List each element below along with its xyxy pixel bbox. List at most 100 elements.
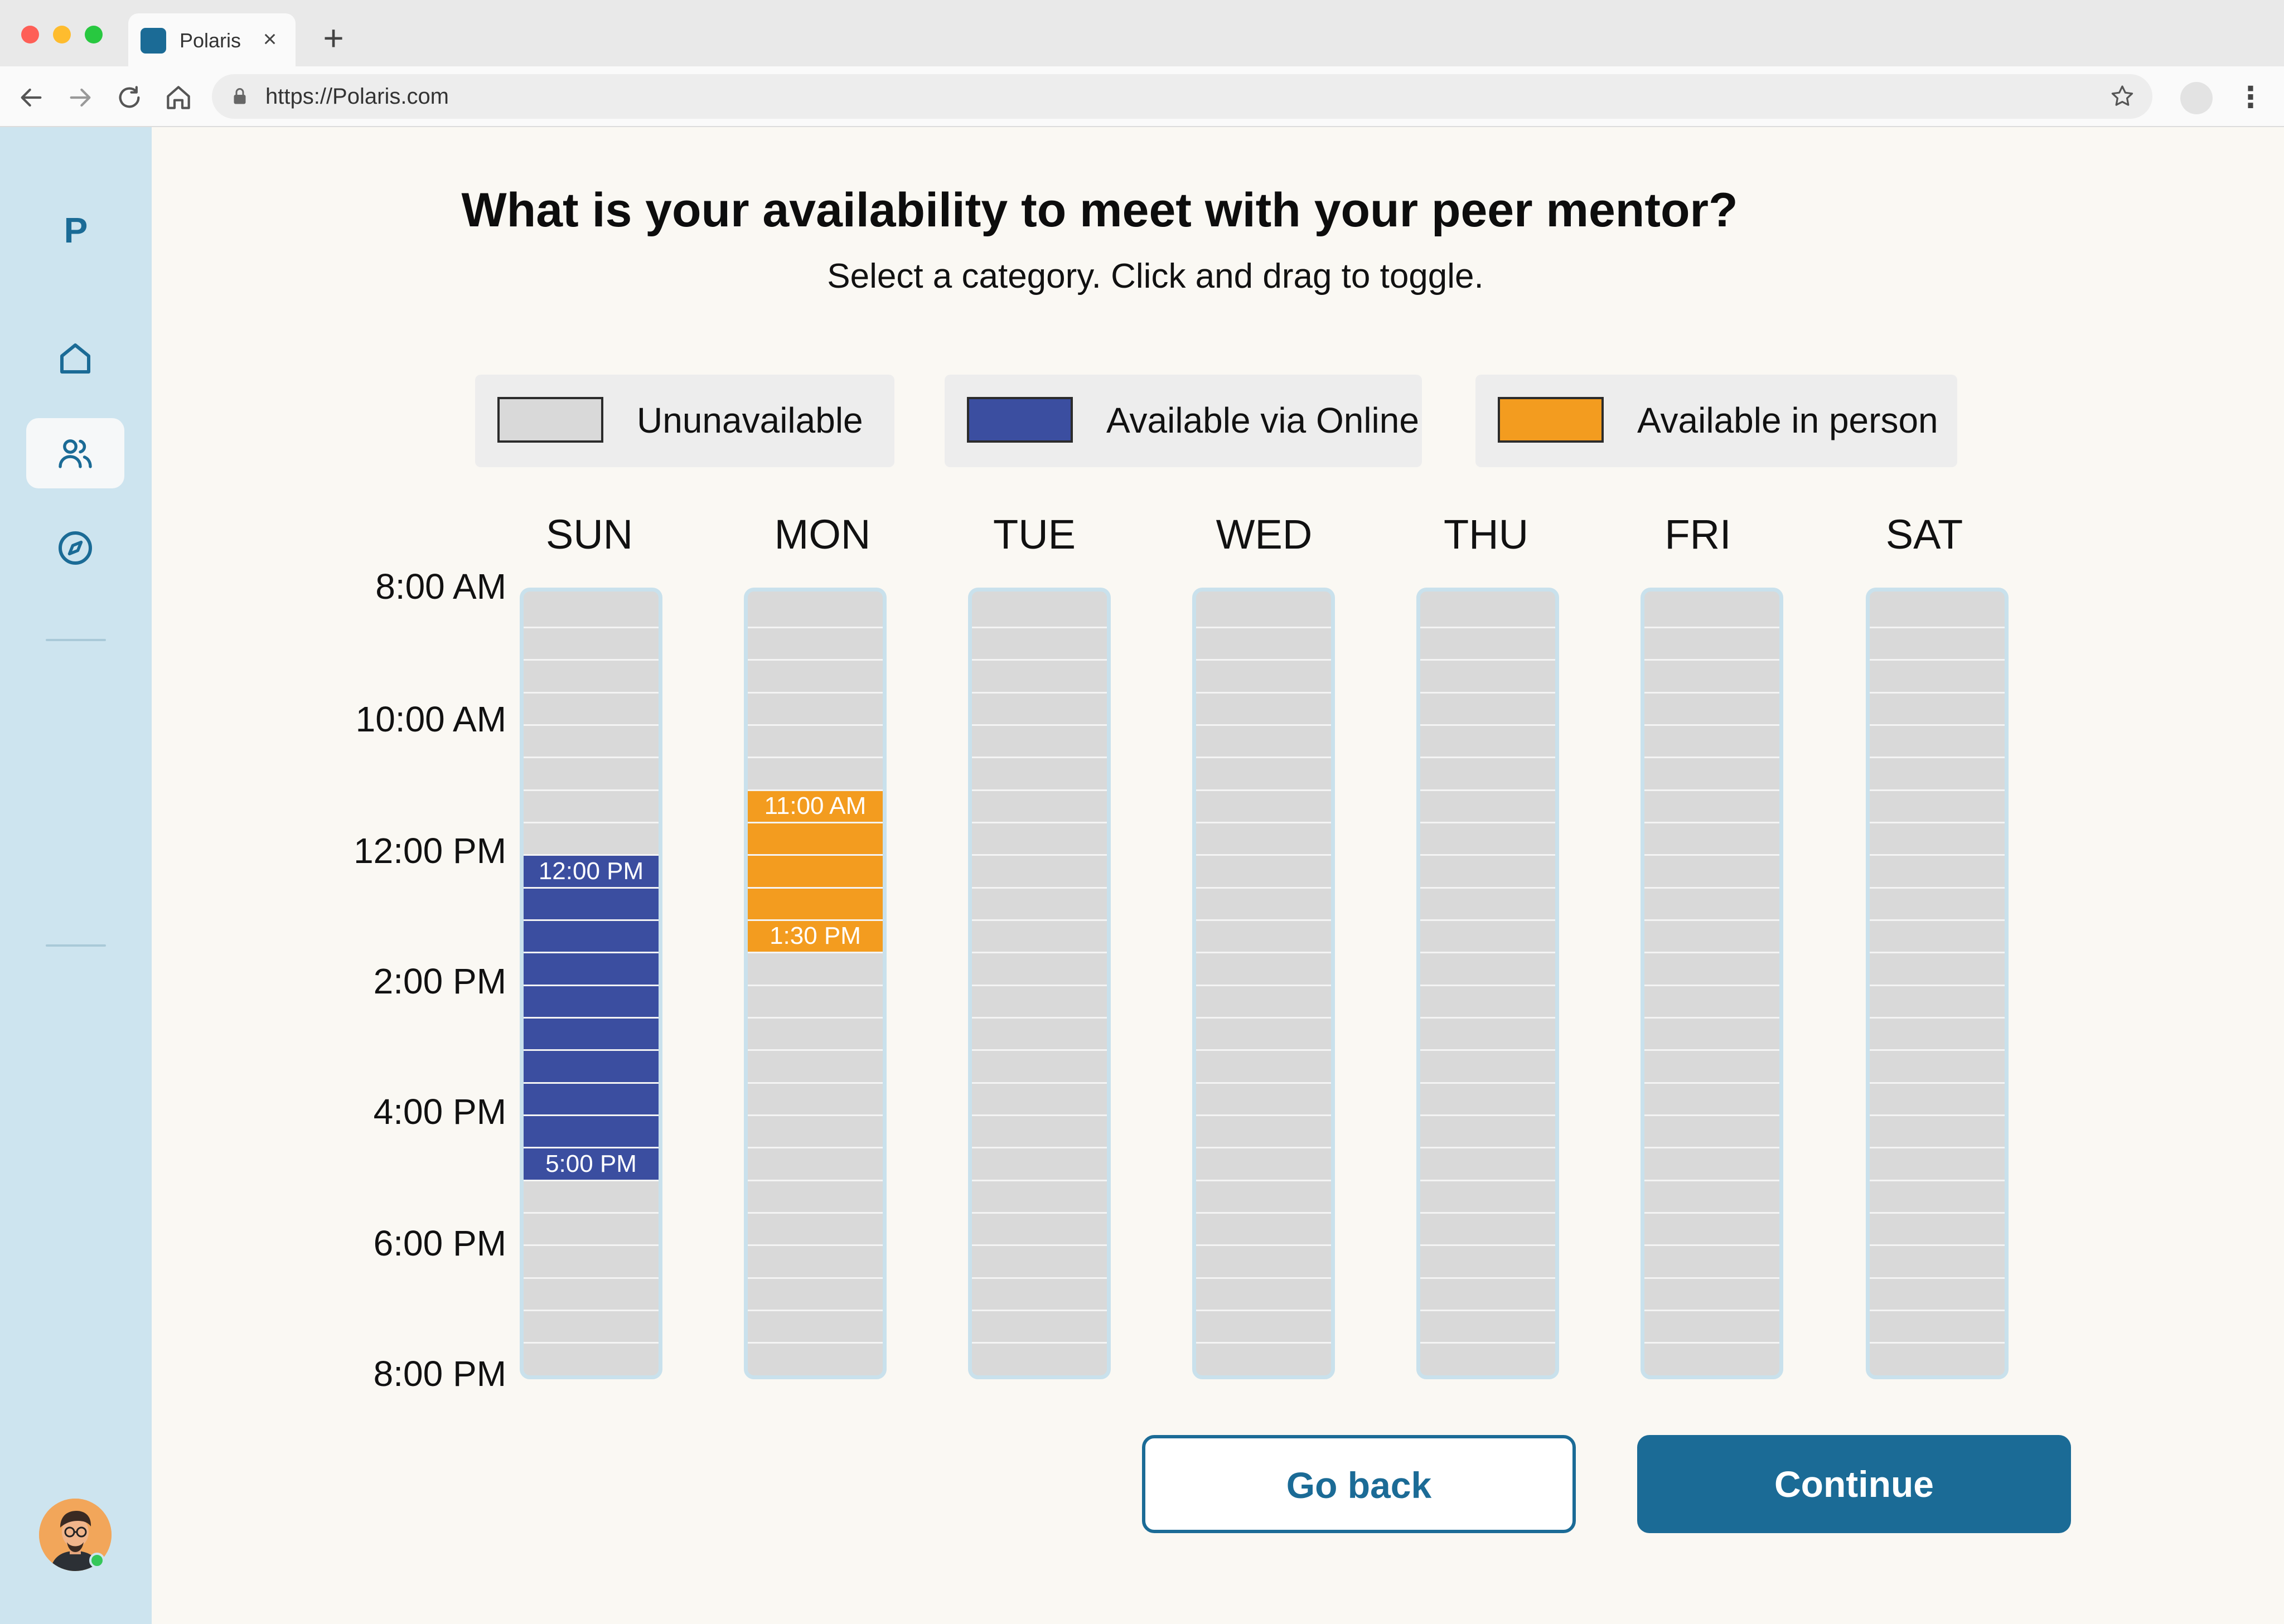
- time-slot-divider: [1644, 1309, 1779, 1311]
- back-arrow-icon[interactable]: [16, 82, 47, 113]
- time-slot-divider: [1196, 984, 1331, 986]
- day-column-tue[interactable]: [968, 588, 1111, 1379]
- time-slot-divider: [1644, 1082, 1779, 1084]
- browser-menu-icon[interactable]: ⋮: [2236, 81, 2265, 114]
- time-slot-divider: [1196, 952, 1331, 954]
- user-avatar[interactable]: [39, 1499, 112, 1571]
- time-slot-divider: [1644, 1277, 1779, 1279]
- time-slot-divider: [524, 854, 659, 856]
- time-slot-divider: [1870, 789, 2005, 791]
- day-header-wed: WED: [1216, 511, 1313, 558]
- time-slot-divider: [1196, 1049, 1331, 1051]
- brand-logo[interactable]: P: [64, 210, 88, 250]
- time-slot-divider: [1870, 1114, 2005, 1116]
- time-slot-divider: [1196, 626, 1331, 628]
- time-slot-divider: [1420, 984, 1555, 986]
- address-bar[interactable]: https://Polaris.com: [212, 74, 2152, 119]
- time-slot-divider: [1870, 626, 2005, 628]
- compass-icon: [59, 531, 92, 565]
- close-window-button[interactable]: [21, 26, 39, 43]
- browser-profile-button[interactable]: [2180, 82, 2213, 114]
- time-slot-divider: [1196, 691, 1331, 694]
- time-slot-divider: [972, 1147, 1107, 1149]
- time-slot-divider: [748, 1277, 883, 1279]
- time-slot-divider: [972, 691, 1107, 694]
- time-slot-divider: [1644, 1016, 1779, 1019]
- time-slot-divider: [972, 1244, 1107, 1247]
- time-slot-divider: [1420, 724, 1555, 726]
- time-slot-divider: [972, 919, 1107, 921]
- time-slot-divider: [524, 1211, 659, 1214]
- legend-swatch-unavailable: [497, 397, 603, 443]
- legend-in-person[interactable]: Available in person: [1475, 375, 1957, 467]
- day-column-fri[interactable]: [1641, 588, 1783, 1379]
- time-slot-divider: [748, 1049, 883, 1051]
- people-icon: [59, 439, 92, 468]
- time-slot-divider: [524, 1179, 659, 1181]
- time-slot-divider: [1870, 1309, 2005, 1311]
- online-status-dot: [89, 1553, 105, 1568]
- legend-label: Available via Online: [1106, 400, 1419, 440]
- time-slot-divider: [748, 1342, 883, 1344]
- time-slot-divider: [1196, 1244, 1331, 1247]
- go-back-button[interactable]: Go back: [1142, 1435, 1576, 1533]
- time-slot-divider: [1644, 1244, 1779, 1247]
- reload-icon[interactable]: [114, 82, 145, 113]
- time-slot-divider: [1870, 1082, 2005, 1084]
- time-slot-divider: [1420, 1049, 1555, 1051]
- legend-online[interactable]: Available via Online: [945, 375, 1422, 467]
- time-slot-divider: [972, 1342, 1107, 1344]
- maximize-window-button[interactable]: [85, 26, 103, 43]
- day-header-tue: TUE: [993, 511, 1076, 558]
- time-slot-divider: [1196, 757, 1331, 759]
- day-column-wed[interactable]: [1192, 588, 1335, 1379]
- legend-label: Available in person: [1637, 400, 1938, 440]
- block-end-label: 5:00 PM: [545, 1150, 637, 1177]
- browser-tab-bar: Polaris × +: [0, 0, 2284, 66]
- block-end-label: 1:30 PM: [770, 922, 861, 950]
- sidebar-item-people[interactable]: [26, 418, 124, 488]
- time-slot-divider: [1420, 1016, 1555, 1019]
- time-slot-divider: [748, 821, 883, 823]
- bookmark-star-icon[interactable]: [2109, 83, 2136, 110]
- browser-tab[interactable]: Polaris ×: [128, 13, 296, 66]
- time-slot-divider: [1420, 919, 1555, 921]
- sidebar-item-home[interactable]: [26, 323, 124, 394]
- day-column-sun[interactable]: 12:00 PM 5:00 PM: [520, 588, 662, 1379]
- availability-block-in-person[interactable]: [748, 790, 883, 953]
- time-slot-divider: [1870, 886, 2005, 889]
- time-slot-divider: [524, 789, 659, 791]
- minimize-window-button[interactable]: [53, 26, 71, 43]
- day-header-fri: FRI: [1664, 511, 1731, 558]
- forward-arrow-icon[interactable]: [65, 82, 96, 113]
- time-slot-divider: [748, 1082, 883, 1084]
- tab-close-button[interactable]: ×: [263, 26, 277, 52]
- time-slot-divider: [1196, 1342, 1331, 1344]
- sidebar-item-explore[interactable]: [26, 513, 124, 583]
- day-column-mon[interactable]: 11:00 AM 1:30 PM: [744, 588, 887, 1379]
- time-slot-divider: [1196, 724, 1331, 726]
- time-slot-divider: [524, 1114, 659, 1116]
- home-page-icon[interactable]: [163, 82, 194, 113]
- new-tab-button[interactable]: +: [323, 18, 344, 58]
- time-slot-divider: [524, 952, 659, 954]
- time-slot-divider: [1870, 1016, 2005, 1019]
- sidebar-divider: [46, 639, 106, 641]
- time-slot-divider: [972, 626, 1107, 628]
- continue-button[interactable]: Continue: [1637, 1435, 2071, 1533]
- time-slot-divider: [972, 789, 1107, 791]
- time-slot-divider: [748, 1016, 883, 1019]
- day-column-thu[interactable]: [1416, 588, 1559, 1379]
- time-slot-divider: [1196, 1211, 1331, 1214]
- legend-unavailable[interactable]: Ununavailable: [475, 375, 894, 467]
- day-header-mon: MON: [774, 511, 871, 558]
- time-label: 4:00 PM: [373, 1092, 506, 1132]
- time-slot-divider: [748, 854, 883, 856]
- time-slot-divider: [972, 659, 1107, 661]
- day-column-sat[interactable]: [1866, 588, 2009, 1379]
- time-slot-divider: [1644, 886, 1779, 889]
- time-slot-divider: [524, 984, 659, 986]
- time-slot-divider: [1644, 1147, 1779, 1149]
- time-slot-divider: [748, 1309, 883, 1311]
- time-slot-divider: [1644, 1211, 1779, 1214]
